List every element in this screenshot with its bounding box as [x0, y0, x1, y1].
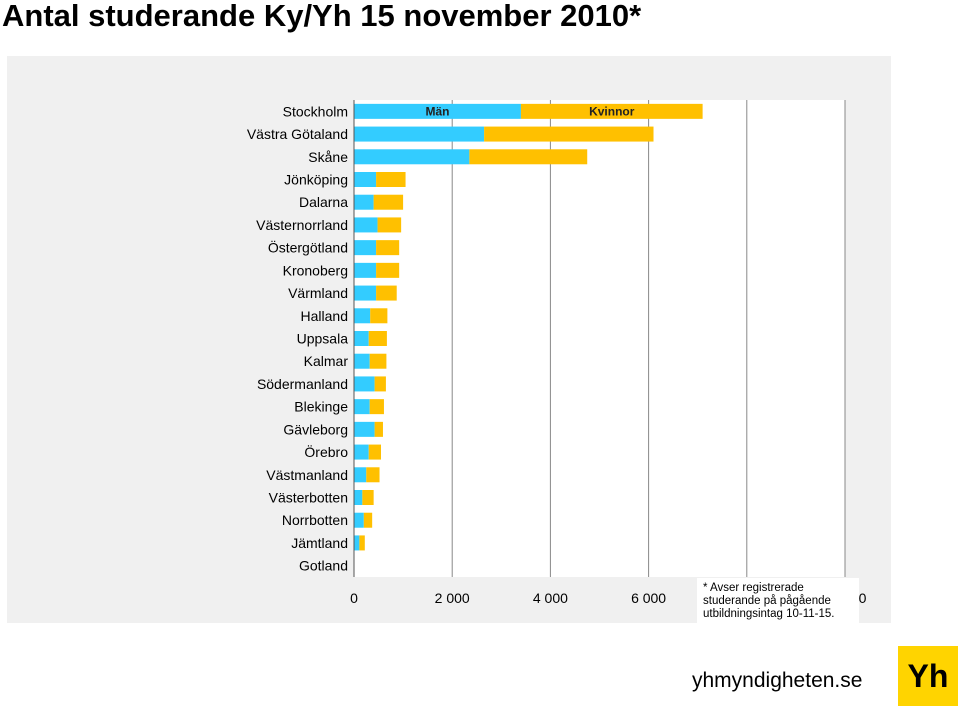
bar-women [374, 421, 383, 437]
bar-men [354, 172, 377, 187]
bar-men [354, 240, 377, 256]
bar-men [354, 285, 377, 301]
footnote: * Avser registrerade studerande på pågåe… [697, 578, 859, 625]
bar-men [354, 262, 377, 278]
bar-men [354, 308, 371, 324]
bar-men [354, 444, 369, 460]
bar-women [377, 217, 402, 233]
legend-label: Män [425, 104, 449, 118]
bar-women [374, 376, 386, 392]
category-label: Stockholm [283, 103, 348, 119]
x-tick-label: 6 000 [631, 590, 666, 606]
bar-women [469, 149, 588, 165]
plot-area [354, 100, 845, 577]
bar-women [369, 353, 387, 369]
bar-men [354, 535, 360, 551]
category-label: Kalmar [304, 353, 349, 369]
bar-men [354, 399, 370, 415]
bar-women [363, 512, 373, 528]
category-label: Norrbotten [282, 512, 348, 528]
legend-label: Kvinnor [589, 104, 635, 118]
bar-men [354, 331, 369, 346]
category-label: Västra Götaland [247, 126, 348, 142]
brand-logo-text: Yh [907, 657, 949, 694]
bar-women [369, 399, 384, 415]
bar-men [354, 490, 363, 505]
category-label: Södermanland [257, 376, 348, 392]
bar-men [354, 467, 367, 483]
bar-men [354, 421, 375, 437]
category-label: Västmanland [266, 467, 348, 483]
x-tick-label: 4 000 [533, 590, 568, 606]
category-label: Jämtland [291, 535, 348, 551]
bar-men [354, 126, 485, 142]
category-label: Örebro [304, 443, 348, 460]
bar-women [368, 444, 382, 460]
category-label: Kronoberg [283, 262, 348, 278]
bar-men [354, 376, 375, 392]
x-tick-label: 2 000 [435, 590, 470, 606]
bar-men [354, 217, 378, 233]
bar-men [354, 149, 470, 165]
bar-women [484, 126, 654, 142]
category-label: Halland [301, 308, 348, 324]
category-label: Östergötland [268, 239, 348, 256]
category-label: Uppsala [297, 331, 349, 347]
category-label: Gävleborg [283, 421, 348, 437]
brand-url[interactable]: yhmyndigheten.se [692, 669, 863, 692]
category-label: Västerbotten [269, 490, 348, 506]
category-label: Blekinge [294, 399, 348, 415]
bar-women [362, 490, 374, 505]
bar-women [376, 262, 400, 278]
category-label: Värmland [288, 285, 348, 301]
bar-men [354, 353, 370, 369]
bar-women [370, 308, 388, 324]
category-label: Västernorrland [256, 217, 348, 233]
bar-women [359, 535, 365, 551]
bar-chart: Stockholm Västra Götaland Skåne Jönköping Da… [247, 100, 867, 606]
bar-women [376, 240, 400, 256]
bar-women [368, 331, 387, 346]
chart-panel: Stockholm Västra Götaland Skåne Jönköping Da… [7, 56, 891, 625]
bar-women [366, 467, 380, 483]
x-tick-label: 0 [350, 590, 358, 606]
bar-men [354, 512, 364, 528]
category-label: Jönköping [284, 172, 348, 188]
category-label: Gotland [299, 558, 348, 574]
category-label: Dalarna [299, 194, 348, 210]
bar-women [520, 103, 703, 119]
category-label: Skåne [308, 149, 348, 165]
bar-women [373, 194, 404, 210]
brand-logo: Yh [898, 646, 958, 706]
bar-men [354, 194, 374, 210]
bar-men [354, 103, 521, 119]
page-title: Antal studerande Ky/Yh 15 november 2010* [2, 0, 642, 33]
bar-women [376, 172, 406, 187]
bar-women [376, 285, 397, 301]
